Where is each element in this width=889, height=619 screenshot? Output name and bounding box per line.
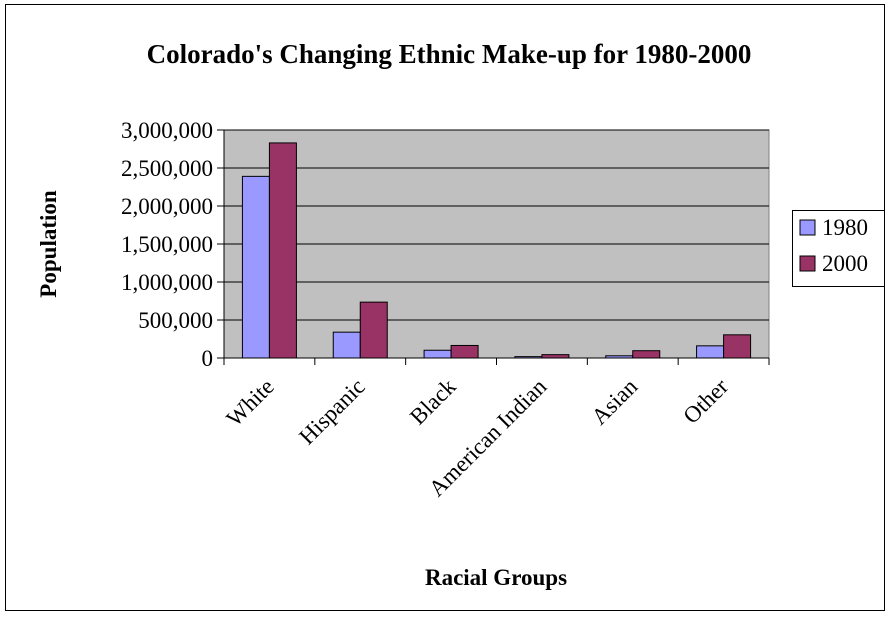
legend-swatch-2000 — [799, 255, 816, 272]
legend-items: 1980 2000 — [799, 215, 868, 276]
bar-2000-other — [723, 334, 752, 359]
bar-1980-black — [423, 349, 452, 359]
legend: 1980 2000 — [792, 210, 885, 287]
y-tick-label: 2,000,000 — [121, 194, 213, 219]
y-tick-label: 3,000,000 — [121, 118, 213, 143]
legend-label-2000: 2000 — [822, 251, 868, 276]
y-axis-ticks: 0 500,000 1,000,000 1,500,000 2,000,000 2,500… — [121, 118, 224, 371]
bar-2000-asian — [632, 350, 661, 359]
y-tick-label: 1,000,000 — [121, 270, 213, 295]
bar-2000-white — [268, 142, 297, 359]
gridlines — [224, 129, 769, 321]
y-tick-label: 1,500,000 — [121, 232, 213, 257]
x-axis-label: Racial Groups — [425, 565, 567, 590]
bar-2000-american-indian — [541, 354, 570, 359]
bars — [241, 142, 752, 359]
bar-2000-hispanic — [359, 301, 388, 359]
chart-title: Colorado's Changing Ethnic Make-up for 1… — [147, 39, 752, 69]
bar-1980-white — [241, 175, 270, 359]
bar-1980-hispanic — [332, 331, 361, 359]
bar-2000-black — [450, 344, 479, 359]
y-axis-label: Population — [36, 190, 61, 298]
y-tick-label: 2,500,000 — [121, 156, 213, 181]
y-tick-label: 0 — [202, 346, 214, 371]
legend-label-1980: 1980 — [822, 215, 868, 240]
legend-swatch-1980 — [799, 219, 816, 236]
bar-1980-other — [696, 345, 725, 359]
y-tick-label: 500,000 — [138, 308, 213, 333]
